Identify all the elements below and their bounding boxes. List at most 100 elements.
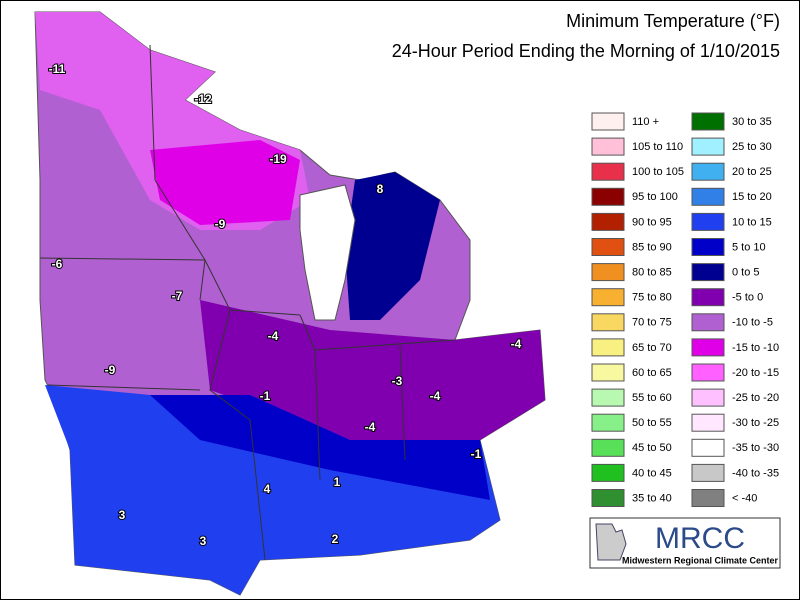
legend-swatch: [691, 413, 725, 432]
lake-michigan: [299, 184, 356, 321]
legend-swatch: [591, 363, 625, 382]
legend-swatch: [591, 238, 625, 256]
legend-swatch: [691, 463, 725, 482]
legend-swatch: [691, 212, 725, 231]
legend-label: 95 to 100: [632, 191, 678, 203]
map-label: 3: [200, 534, 207, 548]
legend-label: 90 to 95: [632, 216, 672, 228]
legend-swatch: [691, 363, 725, 382]
legend-swatch: [691, 338, 725, 357]
map-label: -6: [52, 257, 63, 271]
map-label: -3: [392, 374, 403, 388]
legend-label: 40 to 45: [632, 467, 672, 479]
zone-darkblue: [150, 395, 490, 500]
legend-label: < -40: [732, 492, 757, 504]
legend-swatch: [591, 338, 625, 357]
map-label: -4: [511, 337, 522, 351]
logo-map: [595, 523, 627, 561]
legend-label: -15 to -10: [732, 342, 779, 354]
subtitle: 24-Hour Period Ending the Morning of 1/1…: [392, 41, 780, 61]
legend-swatch: [591, 212, 625, 231]
legend-label: -40 to -35: [732, 467, 779, 479]
map-label: -11: [49, 62, 66, 76]
legend-label: 70 to 75: [632, 317, 672, 329]
legend-label: -35 to -30: [732, 442, 779, 454]
legend-swatch: [591, 288, 625, 307]
map-label: -1: [260, 389, 271, 403]
map-label: -19: [269, 152, 287, 166]
legend-label: 110 +: [632, 116, 659, 128]
legend-label: 75 to 80: [632, 292, 672, 304]
legend-swatch: [591, 489, 625, 507]
legend-label: -20 to -15: [732, 367, 779, 379]
legend-label: 15 to 20: [732, 191, 772, 203]
legend-label: -25 to -20: [732, 392, 779, 404]
zone-navy: [345, 172, 440, 320]
title: Minimum Temperature (°F): [566, 11, 780, 31]
legend-swatch: [591, 463, 625, 482]
legend-swatch: [591, 438, 625, 457]
zone-blue: [45, 385, 500, 595]
logo-caption: Midwestern Regional Climate Center: [622, 555, 779, 565]
legend: 110 + 105 to 110 100 to 105 95 to 100 90 to …: [591, 112, 779, 507]
legend-label: -30 to -25: [732, 417, 779, 429]
map-label: -4: [365, 420, 376, 434]
legend-label: 50 to 55: [632, 417, 672, 429]
legend-swatch: [691, 388, 725, 407]
legend-swatch: [691, 288, 725, 307]
legend-label: 80 to 85: [632, 267, 672, 279]
map-label: -7: [172, 289, 183, 303]
borders: [39, 44, 456, 561]
legend-swatch: [691, 137, 725, 156]
legend-label: 85 to 90: [632, 241, 672, 253]
map-label: -4: [268, 329, 279, 343]
legend-swatch: [591, 162, 625, 181]
map-label: 1: [334, 475, 341, 489]
legend-swatch: [591, 137, 625, 156]
legend-swatch: [591, 187, 625, 206]
map-label: 2: [332, 532, 339, 546]
map-label: -1: [471, 447, 482, 461]
legend-label: 100 to 105: [632, 166, 684, 178]
map-label: -4: [430, 389, 441, 403]
legend-swatch: [691, 313, 725, 332]
logo: MRCC Midwestern Regional Climate Center: [589, 517, 781, 569]
map-label: -12: [194, 92, 212, 106]
legend-swatch: [691, 489, 725, 507]
logo-name: MRCC: [655, 522, 745, 555]
map: [34, 11, 546, 596]
legend-label: 60 to 65: [632, 367, 672, 379]
legend-swatch: [591, 313, 625, 332]
legend-label: 45 to 50: [632, 442, 672, 454]
legend-label: 25 to 30: [732, 141, 772, 153]
map-labels: -11 -12 -19 -9 -6 -7 -9 -4 -1 -3 -4 -4 -…: [48, 61, 523, 549]
legend-swatch: [591, 413, 625, 432]
legend-swatch: [691, 263, 725, 282]
map-label: 4: [264, 482, 271, 496]
legend-label: 20 to 25: [732, 166, 772, 178]
legend-label: 65 to 70: [632, 342, 672, 354]
legend-swatch: [691, 438, 725, 457]
legend-swatch: [691, 238, 725, 256]
map-label: 8: [377, 182, 384, 196]
map-label: 3: [119, 508, 126, 522]
colder-zone: [150, 140, 300, 225]
legend-swatch: [691, 112, 725, 131]
legend-swatch: [591, 263, 625, 282]
legend-label: 10 to 15: [732, 216, 772, 228]
legend-label: 5 to 10: [732, 241, 766, 253]
legend-swatch: [591, 388, 625, 407]
legend-label: -5 to 0: [732, 292, 763, 304]
zone-purple: [200, 300, 545, 440]
legend-label: 30 to 35: [732, 116, 772, 128]
legend-label: 35 to 40: [632, 492, 672, 504]
legend-label: 55 to 60: [632, 392, 672, 404]
legend-swatch: [691, 187, 725, 206]
map-label: -9: [215, 217, 226, 231]
legend-label: 0 to 5: [732, 267, 760, 279]
legend-swatch: [591, 112, 625, 131]
map-label: -9: [105, 363, 116, 377]
legend-label: -10 to -5: [732, 317, 773, 329]
legend-swatch: [691, 162, 725, 181]
